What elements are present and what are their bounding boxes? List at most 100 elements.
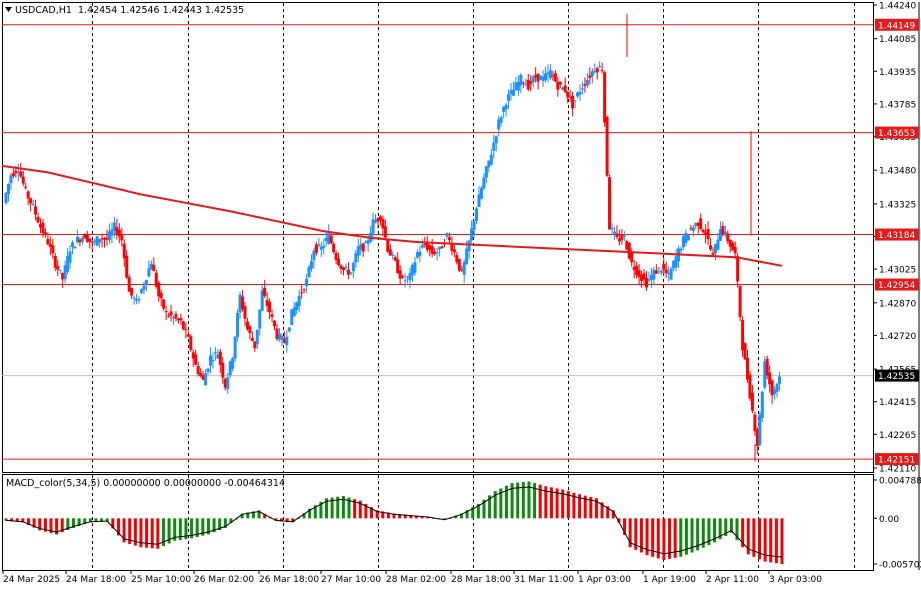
macd-bar [662,518,666,560]
time-tick-label: 1 Apr 19:00 [643,575,696,585]
candle-body [6,183,10,194]
level-price-tag [875,126,919,139]
candle-body [322,245,326,248]
candle-body [334,252,338,261]
candle-body [410,265,414,276]
macd-tick-label: 0.0047885 [879,477,921,487]
candle-body [302,289,306,291]
macd-bar [679,518,683,557]
macd-bar [274,518,278,521]
candle-body [4,192,8,203]
candle-body [541,76,545,82]
candle-body [66,256,70,273]
candle-body [359,244,363,250]
candle-body [551,75,555,77]
candle-body [105,237,109,240]
candle-body [704,232,708,236]
symbol-menu-triangle-icon[interactable] [5,7,12,12]
candle-body [112,222,116,231]
candle-body [388,249,392,256]
macd-bar [173,518,177,541]
candle-body [755,429,759,447]
macd-bar [150,518,154,549]
candle-body [723,231,727,234]
macd-bar [240,513,244,519]
candle-body [396,259,400,274]
candle-body [413,262,417,273]
candle-body [775,383,779,392]
time-tick-label: 28 Mar 02:00 [386,575,446,585]
candle-body [36,216,40,223]
macd-bar [375,510,379,519]
macd-bar [409,515,413,519]
macd-bar [521,482,525,519]
candle-body [716,239,720,250]
candle-body [19,171,23,177]
time-tick-label: 25 Mar 10:00 [131,575,191,585]
macd-histogram [4,481,784,564]
candle-body [354,253,358,263]
candle-body [531,76,535,83]
candle-body [255,329,259,345]
candle-body [484,166,488,178]
candle-body [110,229,114,236]
candle-body [317,244,321,246]
candle-body [115,227,119,235]
candle-body [450,243,454,251]
candle-body [738,286,742,318]
time-tick-label: 26 Mar 02:00 [194,575,254,585]
macd-bar [280,518,284,522]
candle-body [295,302,299,311]
price-tick-label: 1.42870 [879,299,916,309]
macd-bar [572,492,576,519]
candle-body [479,187,483,199]
candle-body [401,275,405,278]
candle-body [381,219,385,229]
horizontal-levels[interactable] [2,24,873,460]
candle-body [349,272,353,274]
candle-body [667,272,671,274]
candle-body [770,380,774,396]
macd-bar [145,518,149,548]
macd-bar [223,518,227,528]
macd-bar [769,518,773,563]
macd-bar [353,499,357,519]
candle-body [169,311,173,316]
candle-body [139,289,143,293]
macd-bar [684,518,688,555]
candle-body [285,336,289,346]
candle-body [654,270,658,274]
candle-body [31,203,35,205]
macd-bar [527,481,531,519]
macd-bar [246,512,250,519]
candle-body [748,374,752,399]
candle-body [383,226,387,238]
candle-body [556,81,560,90]
macd-bar [735,518,739,540]
time-axis: 24 Mar 2025 24 Mar 18:00 25 Mar 10:00 26 Ma… [2,570,822,585]
moving-average [1,164,783,267]
candle-body [135,299,139,301]
candle-body [622,235,626,237]
candle-body [344,266,348,268]
macd-signal-line [5,486,783,558]
macd-bar [105,518,109,522]
macd-bar [746,518,750,555]
candle-body [511,89,515,96]
macd-bar [758,518,762,560]
macd-bar [94,518,98,523]
candle-body [497,119,501,130]
candle-body [122,243,126,259]
candle-body [378,216,382,221]
candle-body [681,236,685,248]
candle-body [95,236,99,246]
candle-body [568,96,572,98]
candle-body [718,229,722,241]
macd-bar [611,510,615,519]
candle-body [728,239,732,247]
candle-body [260,290,264,311]
ohlc-values: 1.42454 1.42546 1.42443 1.42535 [78,5,244,16]
macd-bar [229,518,233,524]
